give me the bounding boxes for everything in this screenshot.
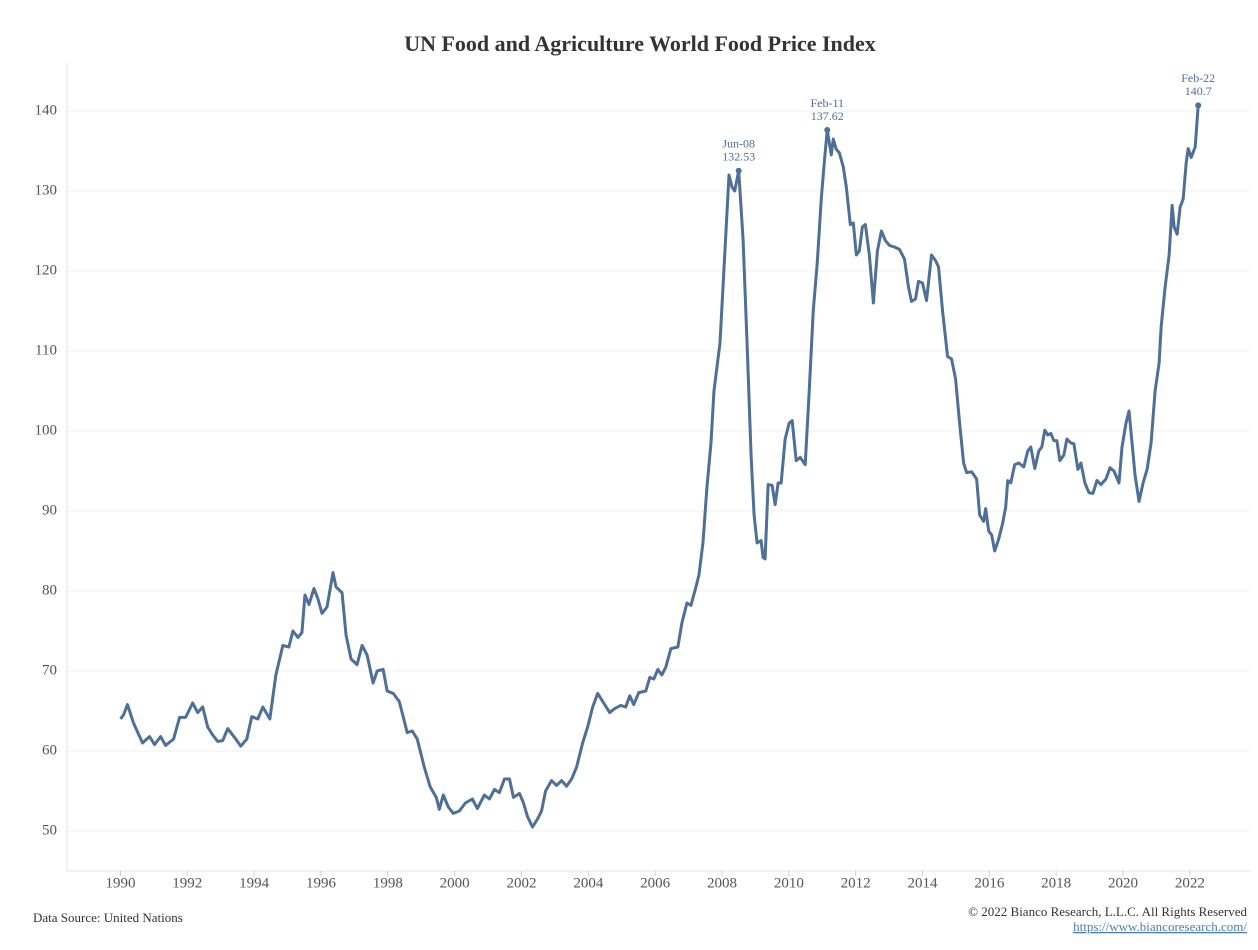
x-tick-label: 2018 bbox=[1041, 875, 1071, 891]
data-line bbox=[119, 105, 1200, 829]
y-tick-label: 50 bbox=[42, 822, 57, 838]
annotation-value: 132.53 bbox=[722, 150, 755, 164]
y-tick-label: 100 bbox=[35, 422, 58, 438]
annotation-value: 140.7 bbox=[1185, 84, 1212, 98]
y-tick-label: 140 bbox=[35, 102, 58, 118]
x-tick-label: 1994 bbox=[239, 875, 270, 891]
y-tick-label: 60 bbox=[42, 742, 57, 758]
x-tick-label: 2020 bbox=[1108, 875, 1138, 891]
x-tick-label: 2002 bbox=[506, 875, 536, 891]
y-tick-label: 70 bbox=[42, 662, 57, 678]
annotation-label: Jun-08 bbox=[722, 137, 755, 151]
source-note: Data Source: United Nations bbox=[33, 910, 183, 925]
x-tick-label: 2010 bbox=[774, 875, 804, 891]
x-tick-label: 2016 bbox=[974, 875, 1005, 891]
x-tick-label: 1996 bbox=[306, 875, 337, 891]
annotation-label: Feb-11 bbox=[810, 96, 844, 110]
copyright: © 2022 Bianco Research, L.L.C. All Right… bbox=[968, 904, 1247, 919]
annotation-dot bbox=[1195, 102, 1202, 109]
x-tick-label: 2004 bbox=[573, 875, 604, 891]
y-tick-label: 120 bbox=[35, 262, 58, 278]
annotation-dot bbox=[735, 167, 742, 174]
x-tick-label: 2022 bbox=[1175, 875, 1205, 891]
annotation-value: 137.62 bbox=[811, 109, 844, 123]
x-tick-label: 2012 bbox=[841, 875, 871, 891]
chart-title: UN Food and Agriculture World Food Price… bbox=[404, 31, 876, 56]
x-tick-label: 2014 bbox=[908, 875, 939, 891]
x-tick-label: 2000 bbox=[440, 875, 470, 891]
y-tick-label: 130 bbox=[35, 182, 58, 198]
x-tick-label: 2008 bbox=[707, 875, 737, 891]
y-tick-label: 80 bbox=[42, 582, 57, 598]
x-tick-label: 1998 bbox=[373, 875, 403, 891]
y-tick-label: 110 bbox=[35, 342, 57, 358]
url-link[interactable]: https://www.biancoresearch.com/ bbox=[1073, 919, 1247, 934]
x-tick-label: 1990 bbox=[105, 875, 135, 891]
annotation-label: Feb-22 bbox=[1181, 71, 1215, 85]
y-tick-label: 90 bbox=[42, 502, 57, 518]
x-tick-label: 1992 bbox=[172, 875, 202, 891]
annotation-dot bbox=[824, 127, 831, 134]
x-tick-label: 2006 bbox=[640, 875, 671, 891]
